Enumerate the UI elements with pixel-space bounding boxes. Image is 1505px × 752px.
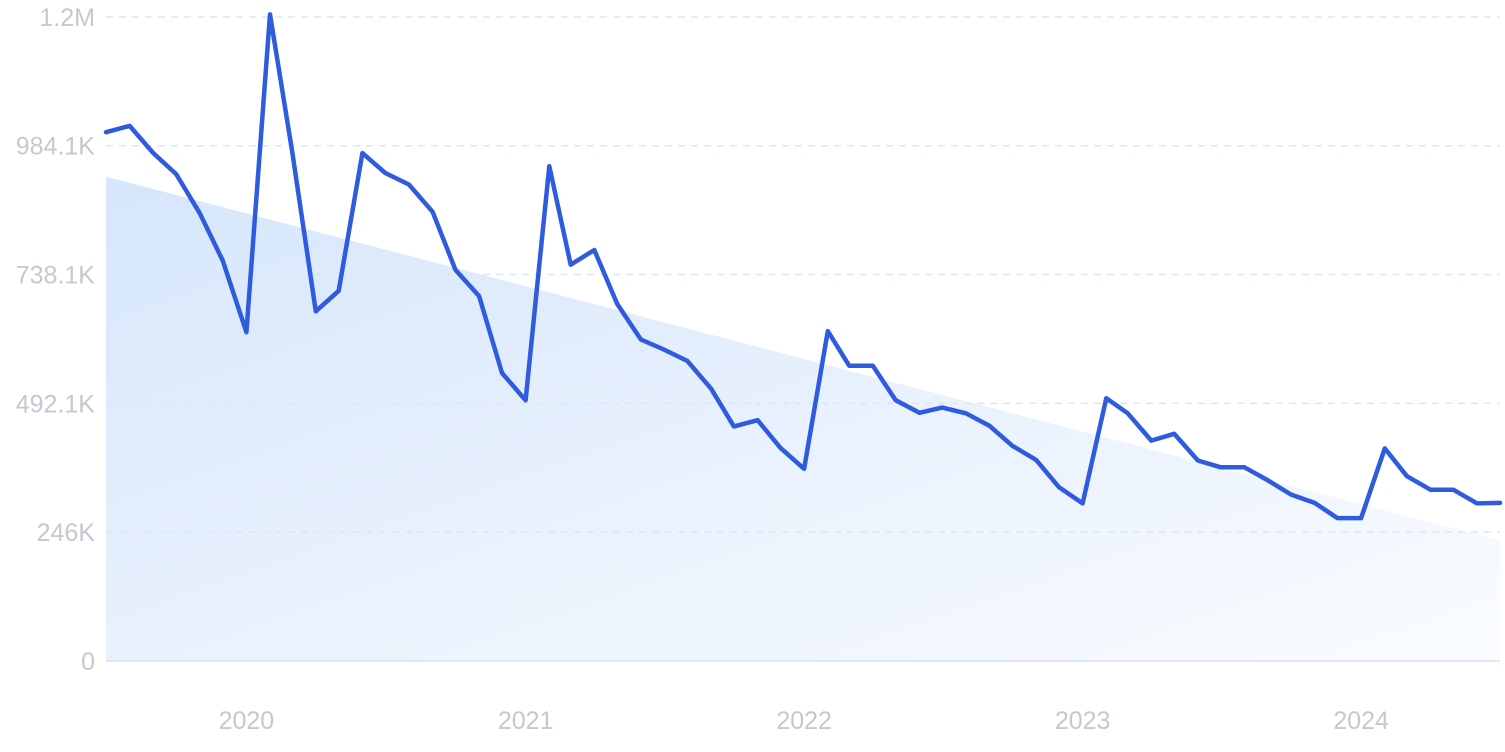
- x-tick-label-3: 2023: [1055, 707, 1111, 735]
- x-tick-label-2: 2022: [776, 707, 832, 735]
- y-tick-label-5: 1.2M: [39, 4, 95, 32]
- series-layer: [103, 12, 1503, 521]
- trend-area: [106, 176, 1500, 662]
- trend-area-layer: [106, 176, 1500, 662]
- y-tick-label-3: 738.1K: [16, 262, 96, 290]
- series-line-0: [103, 12, 1503, 521]
- y-tick-label-1: 246K: [37, 519, 96, 547]
- y-tick-label-2: 492.1K: [16, 390, 96, 418]
- grid-layer: [106, 16, 1500, 662]
- axis-layer: 0 246K 492.1K 738.1K 984.1K 1.2M 2020 2021 2022 2…: [16, 4, 1389, 735]
- x-tick-label-0: 2020: [219, 707, 275, 735]
- y-tick-label-0: 0: [81, 648, 95, 676]
- x-tick-label-1: 2021: [498, 707, 554, 735]
- y-tick-label-4: 984.1K: [16, 133, 96, 161]
- x-tick-label-4: 2024: [1333, 707, 1389, 735]
